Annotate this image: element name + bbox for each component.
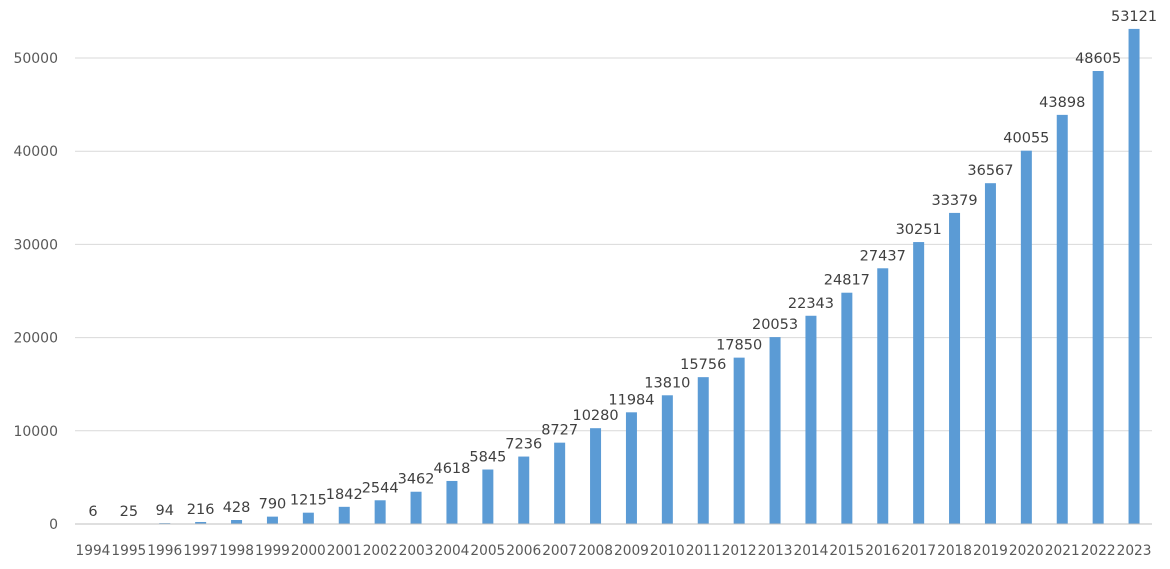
data-label-2005: 5845 — [469, 450, 506, 466]
data-labels: 6 25 94 216 428 790 12151842254434624618584572… — [88, 9, 1157, 520]
data-label-2010: 13810 — [644, 375, 690, 391]
x-tick-label: 2006 — [506, 543, 541, 559]
x-tick-label: 2020 — [1009, 543, 1044, 559]
data-label-2000: 1215 — [290, 493, 327, 509]
x-tick-label: 2023 — [1117, 543, 1152, 559]
y-axis-tick-labels: 0 10000 20000 30000 40000 50000 — [13, 51, 58, 533]
y-tick-label: 0 — [49, 517, 58, 533]
y-tick-label: 30000 — [13, 237, 58, 253]
data-label-2020: 40055 — [1003, 131, 1049, 147]
data-label-1999: 790 — [259, 497, 287, 513]
bar-2021 — [1056, 114, 1068, 525]
x-tick-label: 2000 — [291, 543, 326, 559]
x-tick-label: 2010 — [650, 543, 685, 559]
data-label-2019: 36567 — [967, 163, 1013, 179]
x-tick-label: 2008 — [578, 543, 613, 559]
data-label-2017: 30251 — [896, 222, 942, 238]
x-axis-tick-labels: 1994 1995 1996 1997 1998 1999 2000 2001 2002 2003… — [76, 543, 1152, 559]
bar-2014 — [805, 315, 817, 524]
bar-2017 — [913, 242, 925, 525]
x-tick-label: 2016 — [865, 543, 900, 559]
data-label-2009: 11984 — [608, 392, 654, 408]
x-tick-label: 2017 — [901, 543, 936, 559]
data-label-1997: 216 — [187, 502, 215, 518]
x-tick-label: 2009 — [614, 543, 649, 559]
data-label-2016: 27437 — [860, 248, 906, 264]
data-label-2023: 53121 — [1111, 9, 1157, 25]
data-label-1998: 428 — [223, 500, 251, 516]
x-tick-label: 2018 — [937, 543, 972, 559]
data-label-2007: 8727 — [541, 423, 578, 439]
x-tick-label: 2005 — [470, 543, 505, 559]
data-label-2003: 3462 — [398, 472, 435, 488]
x-tick-label: 2021 — [1045, 543, 1080, 559]
x-tick-label: 2004 — [435, 543, 470, 559]
data-label-2015: 24817 — [824, 273, 870, 289]
x-tick-label: 1994 — [76, 543, 111, 559]
x-tick-label: 2014 — [794, 543, 829, 559]
bar-2022 — [1092, 71, 1104, 524]
bar-2004 — [446, 480, 458, 524]
x-tick-label: 2019 — [973, 543, 1008, 559]
y-tick-label: 50000 — [13, 51, 58, 67]
bar-1998 — [231, 520, 243, 524]
x-tick-label: 1996 — [147, 543, 182, 559]
x-tick-label: 2022 — [1081, 543, 1116, 559]
data-label-2018: 33379 — [931, 193, 977, 209]
data-label-2021: 43898 — [1039, 95, 1085, 111]
bar-2019 — [984, 183, 996, 524]
bar-2016 — [877, 268, 889, 524]
y-tick-label: 10000 — [13, 424, 58, 440]
data-label-2011: 15756 — [680, 357, 726, 373]
data-label-2013: 20053 — [752, 317, 798, 333]
bar-2023 — [1128, 28, 1140, 524]
data-label-1995: 25 — [120, 504, 138, 520]
x-tick-label: 1999 — [255, 543, 290, 559]
bar-2015 — [841, 292, 853, 524]
bar-2007 — [554, 442, 566, 524]
bar-2008 — [590, 428, 602, 524]
bar-2006 — [518, 456, 530, 524]
y-tick-label: 40000 — [13, 144, 58, 160]
data-label-2014: 22343 — [788, 296, 834, 312]
data-label-1996: 94 — [156, 503, 174, 519]
bar-2018 — [949, 212, 961, 524]
data-label-2006: 7236 — [505, 437, 542, 453]
gridlines — [75, 57, 1152, 432]
x-tick-label: 2003 — [399, 543, 434, 559]
x-tick-label: 2011 — [686, 543, 721, 559]
bar-2013 — [769, 337, 781, 524]
bar-1997 — [195, 521, 207, 524]
bar-1999 — [266, 516, 278, 524]
data-label-2012: 17850 — [716, 338, 762, 354]
bar-2010 — [661, 395, 673, 524]
x-tick-label: 1997 — [183, 543, 218, 559]
bar-2001 — [338, 506, 350, 524]
bar-2005 — [482, 469, 494, 524]
x-tick-label: 2007 — [542, 543, 577, 559]
bar-2009 — [625, 412, 637, 524]
bar-2002 — [374, 500, 386, 524]
data-label-2001: 1842 — [326, 487, 363, 503]
bar-2011 — [697, 377, 709, 524]
x-tick-label: 1995 — [111, 543, 146, 559]
bar-2020 — [1020, 150, 1032, 525]
x-tick-label: 2001 — [327, 543, 362, 559]
x-tick-label: 2012 — [722, 543, 757, 559]
bar-2000 — [302, 512, 314, 524]
x-tick-label: 2015 — [829, 543, 864, 559]
x-tick-label: 2002 — [363, 543, 398, 559]
y-tick-label: 20000 — [13, 331, 58, 347]
bar-2003 — [410, 491, 422, 524]
bar-2012 — [733, 357, 745, 524]
data-label-1994: 6 — [88, 504, 97, 520]
data-label-2022: 48605 — [1075, 51, 1121, 67]
bars — [87, 28, 1140, 525]
x-tick-label: 1998 — [219, 543, 254, 559]
x-tick-label: 2013 — [758, 543, 793, 559]
data-label-2002: 2544 — [362, 480, 399, 496]
data-label-2004: 4618 — [433, 461, 470, 477]
data-label-2008: 10280 — [572, 408, 618, 424]
